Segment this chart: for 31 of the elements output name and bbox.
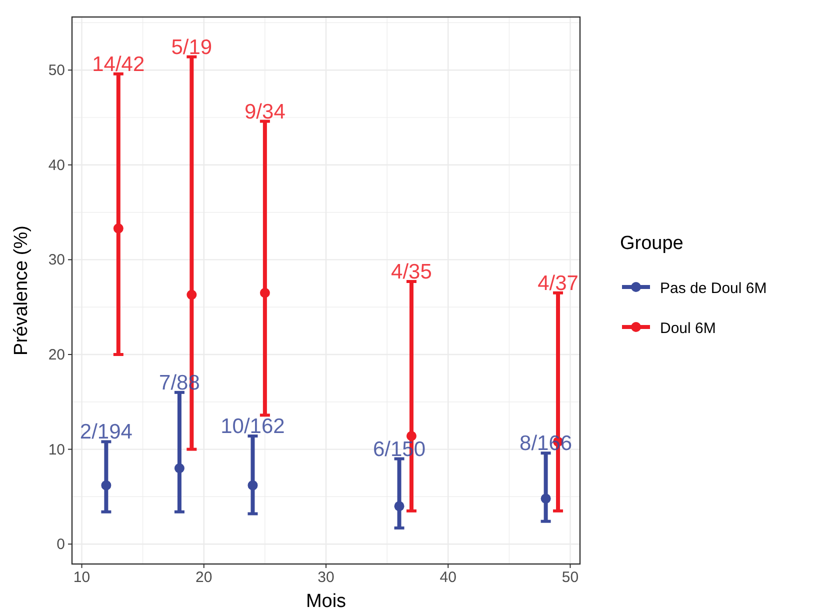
x-tick-label: 50 (562, 569, 579, 586)
y-tick-label: 50 (48, 62, 65, 80)
x-tick-label: 30 (318, 569, 334, 586)
annotation: 4/35 (391, 260, 432, 284)
x-tick-label: 40 (440, 569, 456, 586)
x-tick-label: 20 (196, 569, 212, 586)
annotation: 9/34 (244, 100, 286, 124)
legend-title: Groupe (620, 233, 684, 254)
legend-label: Doul 6M (660, 320, 716, 337)
annotation: 14/42 (92, 52, 145, 76)
x-tick-label: 10 (73, 569, 90, 586)
point (186, 290, 197, 300)
point (394, 501, 404, 512)
point (260, 288, 270, 298)
annotation: 10/162 (220, 415, 285, 438)
annotation: 5/19 (171, 36, 212, 59)
y-tick-label: 10 (48, 441, 65, 458)
point (174, 463, 184, 474)
point (540, 494, 551, 504)
y-tick-label: 30 (48, 252, 65, 269)
point (101, 480, 112, 490)
point (248, 480, 258, 490)
y-tick-label: 20 (48, 346, 65, 364)
annotation: 4/37 (538, 272, 578, 295)
y-axis-title: Prévalence (%) (11, 226, 32, 356)
point (113, 223, 124, 234)
legend-label: Pas de Doul 6M (660, 280, 767, 297)
annotation: 2/194 (80, 420, 133, 444)
y-tick-label: 40 (48, 156, 65, 174)
x-axis-title: Mois (306, 591, 346, 612)
y-tick-label: 0 (56, 536, 65, 554)
